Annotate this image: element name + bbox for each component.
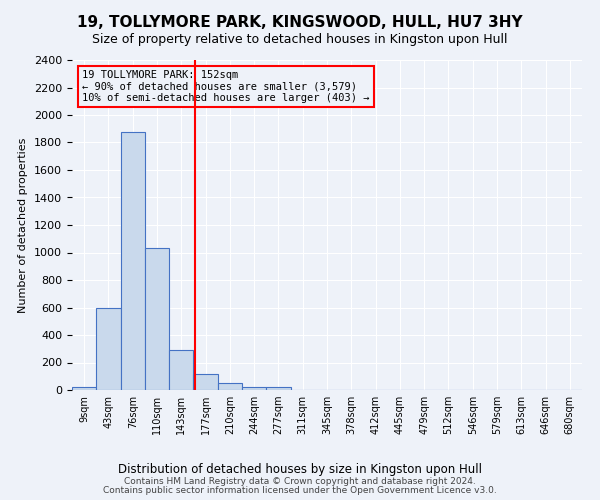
Bar bbox=[242, 386, 266, 390]
Bar bbox=[169, 350, 193, 390]
Bar bbox=[266, 387, 290, 390]
Text: Contains public sector information licensed under the Open Government Licence v3: Contains public sector information licen… bbox=[103, 486, 497, 495]
Bar bbox=[218, 383, 242, 390]
Bar bbox=[72, 387, 96, 390]
Bar bbox=[121, 132, 145, 390]
Text: Contains HM Land Registry data © Crown copyright and database right 2024.: Contains HM Land Registry data © Crown c… bbox=[124, 477, 476, 486]
Text: Size of property relative to detached houses in Kingston upon Hull: Size of property relative to detached ho… bbox=[92, 32, 508, 46]
Bar bbox=[145, 248, 169, 390]
Y-axis label: Number of detached properties: Number of detached properties bbox=[19, 138, 28, 312]
Text: 19, TOLLYMORE PARK, KINGSWOOD, HULL, HU7 3HY: 19, TOLLYMORE PARK, KINGSWOOD, HULL, HU7… bbox=[77, 15, 523, 30]
Bar bbox=[193, 374, 218, 390]
Text: 19 TOLLYMORE PARK: 152sqm
← 90% of detached houses are smaller (3,579)
10% of se: 19 TOLLYMORE PARK: 152sqm ← 90% of detac… bbox=[82, 70, 370, 103]
Text: Distribution of detached houses by size in Kingston upon Hull: Distribution of detached houses by size … bbox=[118, 462, 482, 475]
Bar bbox=[96, 308, 121, 390]
